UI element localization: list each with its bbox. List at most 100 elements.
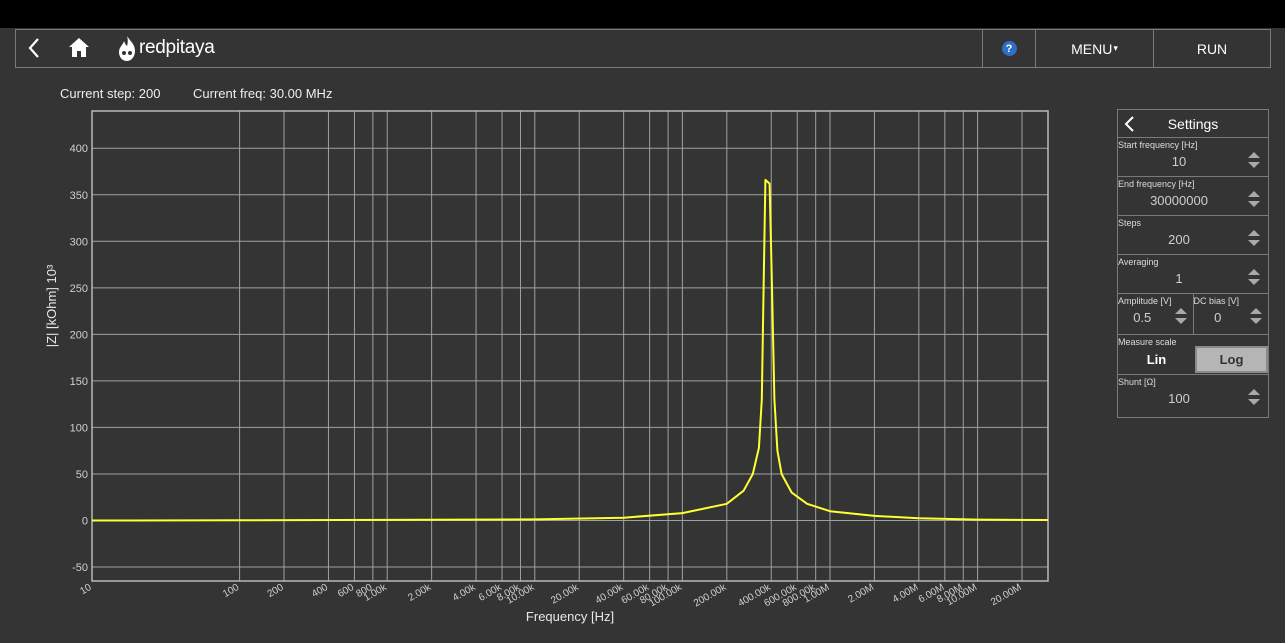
x-tick-label: 2.00k <box>406 582 434 604</box>
arrow-up-icon <box>1248 191 1260 197</box>
help-icon: ? <box>1001 41 1017 56</box>
amplitude-input[interactable]: 0.5 <box>1133 310 1152 325</box>
x-tick-label: 200.00k <box>692 582 729 610</box>
start-frequency-field: Start frequency [Hz] 10 <box>1118 138 1268 177</box>
x-tick-label: 10 <box>78 582 94 597</box>
x-tick-label: 200 <box>266 582 286 600</box>
arrow-down-icon <box>1248 399 1260 405</box>
y-tick-label: 0 <box>82 516 88 528</box>
home-icon <box>69 38 89 57</box>
arrow-down-icon <box>1174 318 1187 324</box>
redpitaya-logo[interactable]: redpitaya <box>117 33 215 63</box>
dc-bias-input[interactable]: 0 <box>1214 310 1222 325</box>
steps-input[interactable]: 200 <box>1168 232 1190 247</box>
arrow-down-icon <box>1250 318 1262 324</box>
scale-lin-button[interactable]: Lin <box>1146 352 1167 367</box>
start-frequency-label: Start frequency [Hz] <box>1118 140 1198 150</box>
run-label: RUN <box>1196 40 1228 57</box>
x-tick-label: 100 <box>221 582 241 600</box>
measure-scale-label: Measure scale <box>1118 337 1177 347</box>
arrow-up-icon <box>1250 308 1262 314</box>
chevron-left-icon <box>28 38 39 58</box>
amplitude-label: Amplitude [V] <box>1118 296 1172 306</box>
y-tick-label: 350 <box>70 190 88 202</box>
x-tick-label: 20.00M <box>989 582 1023 608</box>
settings-title: Settings <box>1167 116 1219 132</box>
y-tick-label: 250 <box>70 283 88 295</box>
run-button[interactable]: RUN <box>1153 30 1270 67</box>
steps-spinner[interactable] <box>1248 230 1260 252</box>
y-tick-label: 200 <box>70 329 88 341</box>
amplitude-dcbias-row: Amplitude [V] 0.5 DC bias [V] 0 <box>1118 294 1268 335</box>
impedance-trace <box>91 178 1049 522</box>
x-tick-label: 400 <box>310 582 330 600</box>
help-button[interactable]: ? <box>982 30 1035 67</box>
shunt-spinner[interactable] <box>1248 389 1260 411</box>
x-tick-label: 600 <box>336 582 356 600</box>
x-tick-label: 10.00M <box>945 582 979 608</box>
x-tick-label: 2.00M <box>846 582 876 605</box>
shunt-input[interactable]: 100 <box>1168 391 1190 406</box>
top-navbar: redpitaya ? MENU ▾ RUN <box>15 29 1271 68</box>
browser-top-strip <box>0 0 1285 28</box>
x-tick-label: 40.00k <box>594 582 626 607</box>
y-tick-label: -50 <box>72 562 88 574</box>
settings-header: Settings <box>1118 110 1268 138</box>
end-frequency-spinner[interactable] <box>1248 191 1260 213</box>
arrow-up-icon <box>1248 269 1260 275</box>
start-frequency-input[interactable]: 10 <box>1171 154 1187 169</box>
arrow-down-icon <box>1248 162 1260 168</box>
current-freq-status: Current freq: 30.00 MHz <box>193 86 333 101</box>
y-tick-label: 50 <box>76 469 88 481</box>
caret-down-icon: ▾ <box>1113 43 1118 53</box>
arrow-up-icon <box>1248 389 1260 395</box>
arrow-down-icon <box>1248 240 1260 246</box>
y-tick-label: 400 <box>70 143 88 155</box>
averaging-field: Averaging 1 <box>1118 255 1268 294</box>
scale-log-button[interactable]: Log <box>1194 346 1268 373</box>
averaging-label: Averaging <box>1118 257 1159 267</box>
home-button[interactable] <box>66 35 92 61</box>
averaging-spinner[interactable] <box>1248 269 1260 291</box>
x-tick-label: 4.00M <box>891 582 921 605</box>
shunt-field: Shunt [Ω] 100 <box>1118 375 1268 414</box>
amplitude-field: Amplitude [V] 0.5 <box>1118 294 1194 334</box>
back-button[interactable] <box>22 34 48 62</box>
dc-bias-field: DC bias [V] 0 <box>1194 294 1269 334</box>
x-tick-label: 20.00k <box>549 582 581 607</box>
dc-bias-spinner[interactable] <box>1250 308 1262 330</box>
end-frequency-field: End frequency [Hz] 30000000 <box>1118 177 1268 216</box>
arrow-up-icon <box>1248 230 1260 236</box>
x-axis-label: Frequency [Hz] <box>526 609 614 624</box>
end-frequency-input[interactable]: 30000000 <box>1150 193 1208 208</box>
dc-bias-label: DC bias [V] <box>1193 296 1240 306</box>
menu-label: MENU <box>1071 40 1113 57</box>
y-tick-label: 100 <box>70 422 88 434</box>
brand-text: redpitaya <box>139 37 215 58</box>
arrow-down-icon <box>1248 201 1260 207</box>
chevron-left-icon <box>1124 116 1134 132</box>
menu-dropdown[interactable]: MENU ▾ <box>1035 30 1153 67</box>
shunt-label: Shunt [Ω] <box>1118 377 1156 387</box>
end-frequency-label: End frequency [Hz] <box>1118 179 1195 189</box>
arrow-up-icon <box>1248 152 1260 158</box>
start-frequency-spinner[interactable] <box>1248 152 1260 174</box>
current-step-status: Current step: 200 <box>60 86 161 101</box>
x-tick-label: 4.00k <box>451 582 479 604</box>
plot-border <box>91 110 1049 582</box>
plot-area <box>92 111 1048 581</box>
steps-field: Steps 200 <box>1118 216 1268 255</box>
measure-scale-field: Measure scale Lin Log <box>1118 335 1268 375</box>
steps-label: Steps <box>1118 218 1142 228</box>
averaging-input[interactable]: 1 <box>1175 271 1183 286</box>
y-axis-label: |Z| [kOhm] 10³ <box>44 264 59 347</box>
y-tick-label: 300 <box>70 236 88 248</box>
settings-back-button[interactable] <box>1122 115 1138 133</box>
flame-logo-icon <box>119 36 135 61</box>
arrow-up-icon <box>1174 308 1187 314</box>
settings-panel: Settings Start frequency [Hz] 10 End fre… <box>1117 109 1269 418</box>
y-tick-label: 150 <box>70 376 88 388</box>
arrow-down-icon <box>1248 279 1260 285</box>
amplitude-spinner[interactable] <box>1174 308 1187 330</box>
